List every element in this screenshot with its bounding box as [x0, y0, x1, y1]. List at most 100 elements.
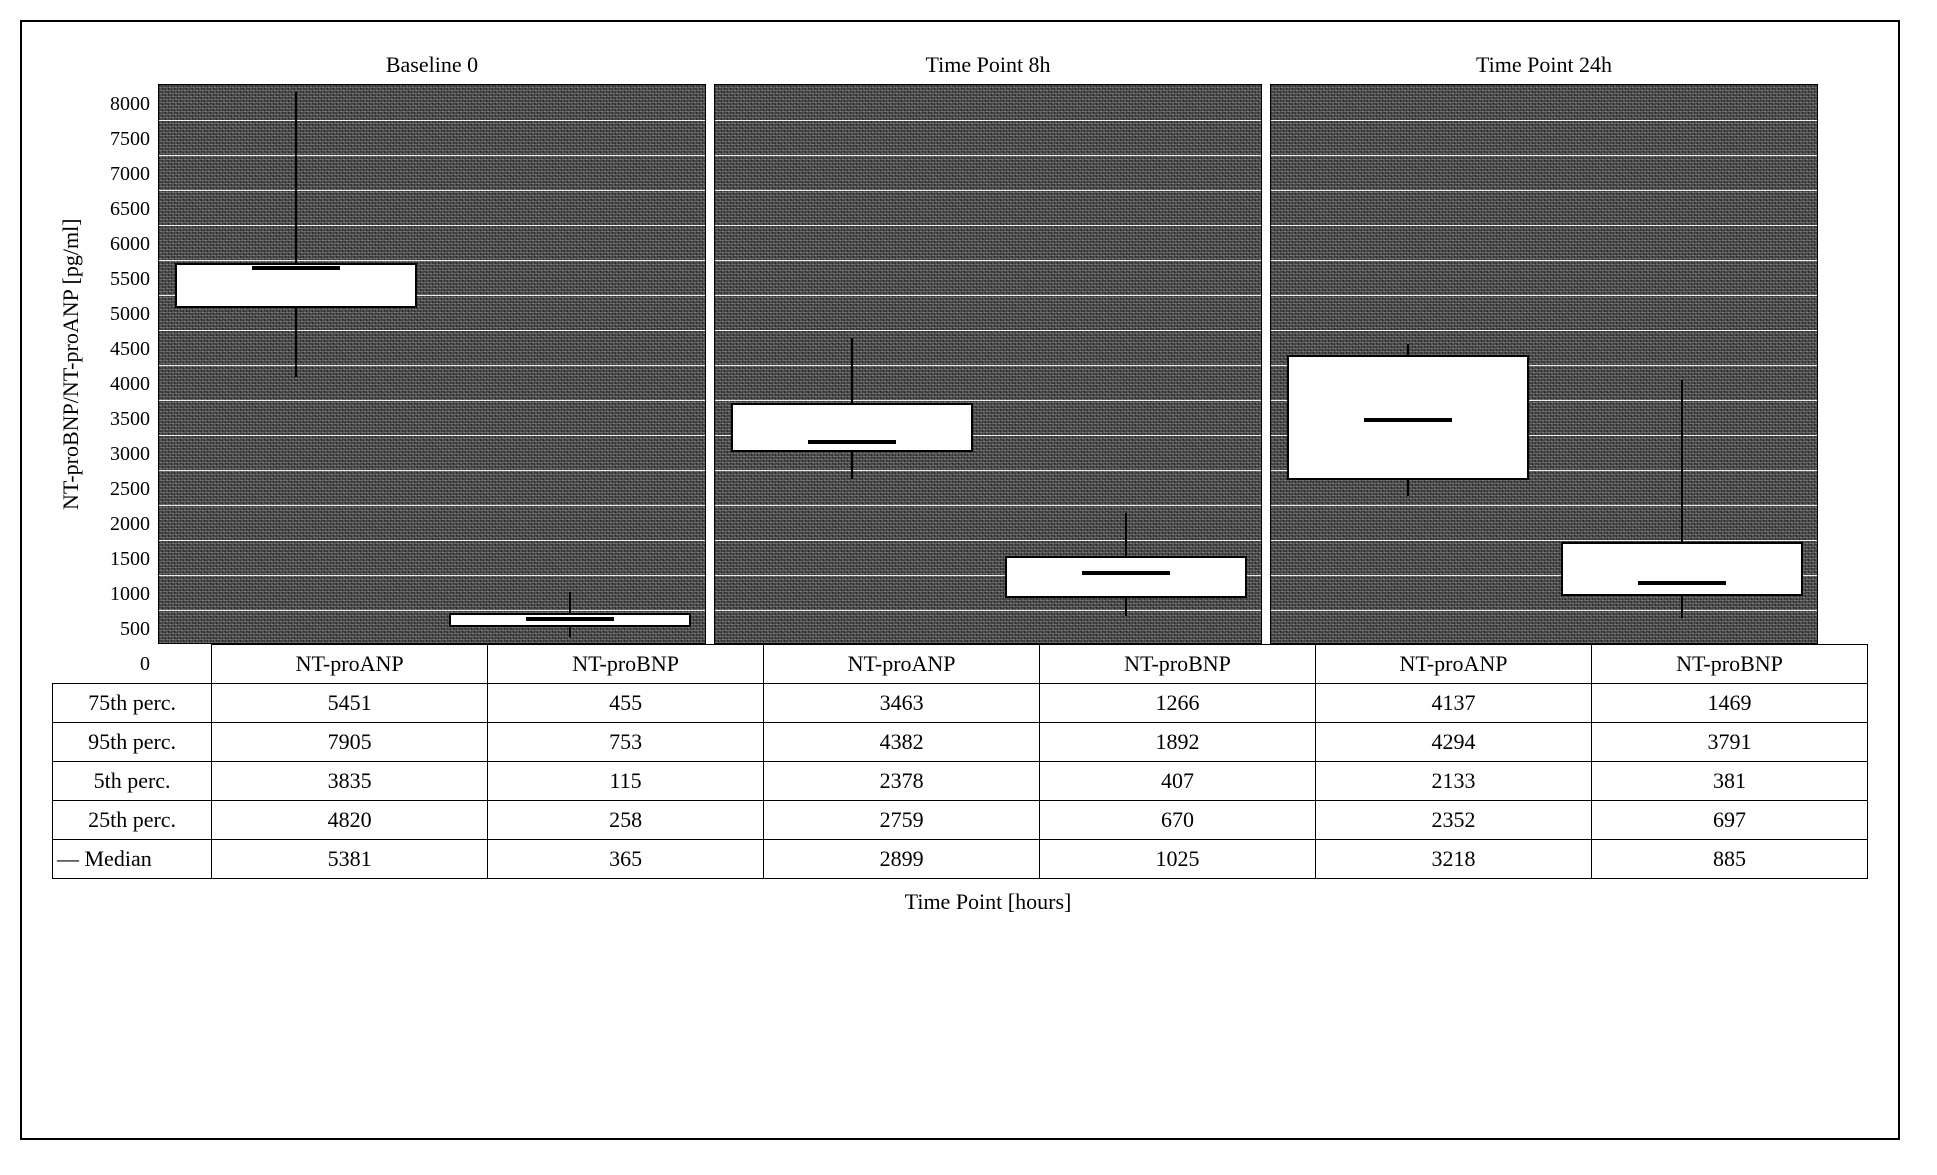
table-cell: 4382	[764, 723, 1040, 762]
table-cell: 4820	[212, 801, 488, 840]
table-row-header: 75th perc.	[53, 684, 212, 723]
table-cell: 3463	[764, 684, 1040, 723]
grid-line	[1271, 505, 1817, 506]
table-cell: 2759	[764, 801, 1040, 840]
boxplot-median	[1082, 571, 1170, 575]
grid-line	[1271, 120, 1817, 121]
grid-line	[159, 155, 705, 156]
y-tick-mark	[158, 435, 159, 436]
x-axis-label: Time Point [hours]	[158, 879, 1818, 915]
table-col-header: NT-proANP	[764, 645, 1040, 684]
table-cell: 1892	[1040, 723, 1316, 762]
grid-line	[1271, 190, 1817, 191]
y-tick-mark	[158, 365, 159, 366]
table-cell: 4137	[1316, 684, 1592, 723]
table-col-header: NT-proANP	[1316, 645, 1592, 684]
grid-line	[159, 120, 705, 121]
panel-header: Time Point 24h	[1270, 52, 1818, 84]
grid-line	[1271, 155, 1817, 156]
y-tick-mark	[158, 155, 159, 156]
grid-line	[159, 505, 705, 506]
table-cell: 3791	[1591, 723, 1867, 762]
table-cell: 2133	[1316, 762, 1592, 801]
stats-table-wrap: NT-proANPNT-proBNPNT-proANPNT-proBNPNT-p…	[52, 644, 1868, 879]
grid-line	[159, 260, 705, 261]
table-cell: 670	[1040, 801, 1316, 840]
table-col-header: NT-proBNP	[1040, 645, 1316, 684]
table-col-header: NT-proBNP	[488, 645, 764, 684]
grid-line	[159, 400, 705, 401]
grid-line	[715, 225, 1261, 226]
plot-background	[159, 85, 705, 643]
table-cell: 115	[488, 762, 764, 801]
panel-header: Baseline 0	[158, 52, 706, 84]
grid-line	[715, 540, 1261, 541]
grid-line	[1271, 225, 1817, 226]
grid-line	[1271, 330, 1817, 331]
y-tick-mark	[158, 225, 159, 226]
grid-line	[715, 155, 1261, 156]
table-cell: 2352	[1316, 801, 1592, 840]
figure-frame: Baseline 0Time Point 8hTime Point 24h NT…	[20, 20, 1900, 1140]
table-cell: 5451	[212, 684, 488, 723]
grid-line	[715, 610, 1261, 611]
y-tick-mark	[158, 330, 159, 331]
table-row-header: 5th perc.	[53, 762, 212, 801]
stats-table: NT-proANPNT-proBNPNT-proANPNT-proBNPNT-p…	[52, 644, 1868, 879]
y-tick-mark	[158, 120, 159, 121]
boxplot-median	[1638, 581, 1726, 585]
plot-panel	[1270, 84, 1818, 644]
y-tick-mark	[158, 260, 159, 261]
boxplot-box	[1561, 542, 1802, 596]
grid-line	[715, 190, 1261, 191]
grid-line	[715, 260, 1261, 261]
y-tick-mark	[158, 400, 159, 401]
y-tick-mark	[158, 85, 159, 86]
table-cell: 365	[488, 840, 764, 879]
grid-line	[715, 400, 1261, 401]
grid-line	[715, 330, 1261, 331]
grid-line	[159, 435, 705, 436]
grid-line	[159, 225, 705, 226]
table-cell: 2899	[764, 840, 1040, 879]
grid-line	[1271, 610, 1817, 611]
table-row-header: — Median	[53, 840, 212, 879]
table-cell: 697	[1591, 801, 1867, 840]
table-cell: 1025	[1040, 840, 1316, 879]
table-cell: 5381	[212, 840, 488, 879]
grid-line	[159, 610, 705, 611]
grid-line	[715, 120, 1261, 121]
grid-line	[1271, 260, 1817, 261]
table-col-header: NT-proANP	[212, 645, 488, 684]
grid-line	[159, 575, 705, 576]
table-row-header: 25th perc.	[53, 801, 212, 840]
table-corner	[53, 645, 212, 684]
plot-row: NT-proBNP/NT-proANP [pg/ml] 050010001500…	[52, 84, 1868, 644]
grid-line	[715, 365, 1261, 366]
boxplot-box	[731, 403, 972, 452]
grid-line	[1271, 540, 1817, 541]
table-row-header: 95th perc.	[53, 723, 212, 762]
table-cell: 258	[488, 801, 764, 840]
y-tick-mark	[158, 610, 159, 611]
plot-panels	[158, 84, 1818, 644]
table-cell: 455	[488, 684, 764, 723]
boxplot-median	[1364, 418, 1452, 422]
y-tick-mark	[158, 470, 159, 471]
grid-line	[159, 190, 705, 191]
grid-line	[159, 470, 705, 471]
boxplot-median	[526, 617, 614, 621]
grid-line	[715, 295, 1261, 296]
y-axis-ticks: 0500100015002000250030003500400045005000…	[88, 84, 158, 644]
grid-line	[715, 470, 1261, 471]
y-tick-mark	[158, 295, 159, 296]
y-tick-mark	[158, 540, 159, 541]
table-cell: 753	[488, 723, 764, 762]
plot-panel	[714, 84, 1262, 644]
grid-line	[159, 365, 705, 366]
boxplot-median	[252, 266, 340, 270]
table-cell: 1469	[1591, 684, 1867, 723]
boxplot-box	[1005, 556, 1246, 598]
grid-line	[159, 330, 705, 331]
table-cell: 2378	[764, 762, 1040, 801]
